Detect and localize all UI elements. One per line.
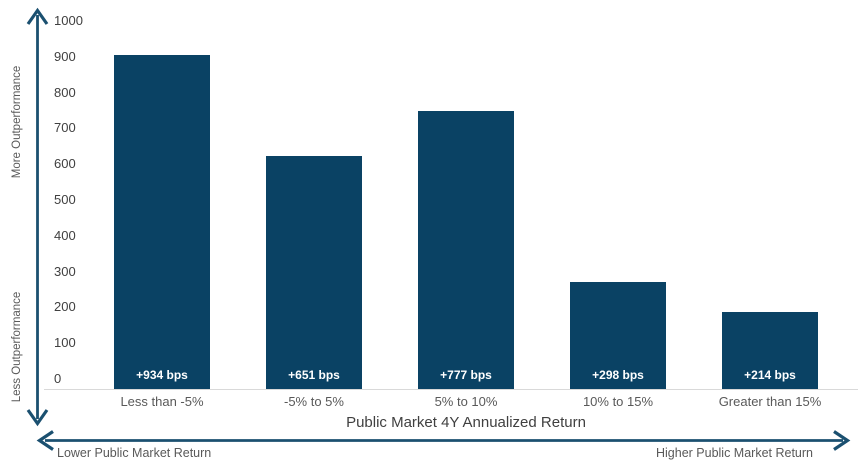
bar-value-label: +298 bps [592, 368, 644, 382]
plot-area: +934 bps +651 bps +777 bps +298 bps +214 bps [86, 31, 846, 389]
bar: +298 bps [570, 282, 666, 389]
x-category-label: 5% to 10% [434, 394, 498, 409]
arrow-up-icon [26, 7, 49, 25]
y-tick-label: 600 [54, 156, 76, 172]
y-tick-label: 100 [54, 335, 76, 351]
bar-value-label: +651 bps [288, 368, 340, 382]
bar-value-label: +777 bps [440, 368, 492, 382]
y-tick-label: 400 [54, 227, 76, 243]
y-tick-label: 800 [54, 84, 76, 100]
x-category-label: Greater than 15% [718, 394, 822, 409]
arrow-left-icon [36, 430, 54, 451]
bar: +214 bps [722, 312, 818, 389]
x-category-label: -5% to 5% [284, 394, 344, 409]
y-tick-label: 300 [54, 263, 76, 279]
bar: +651 bps [266, 155, 362, 389]
y-tick-label: 500 [54, 192, 76, 207]
x-axis-title: Public Market 4Y Annualized Return [346, 414, 586, 431]
y-tick-label: 1000 [54, 13, 83, 28]
y-tick-label: 200 [54, 299, 76, 315]
x-axis-annotation-lower-return: Lower Public Market Return [57, 446, 212, 460]
x-axis-annotation-higher-return: Higher Public Market Return [655, 446, 813, 460]
bar-value-label: +934 bps [136, 368, 188, 382]
y-tick-label: 900 [54, 48, 76, 64]
arrow-down-icon [26, 409, 49, 427]
y-tick-label: 700 [54, 120, 76, 136]
bar: +777 bps [418, 110, 514, 389]
x-category-label: Less than -5% [120, 394, 204, 409]
y-tick-label: 0 [54, 371, 62, 386]
x-axis-baseline [44, 389, 858, 390]
x-category-label: 10% to 15% [582, 394, 654, 409]
arrow-right-icon [833, 430, 851, 451]
bar: +934 bps [114, 54, 210, 389]
bar-value-label: +214 bps [744, 368, 796, 382]
